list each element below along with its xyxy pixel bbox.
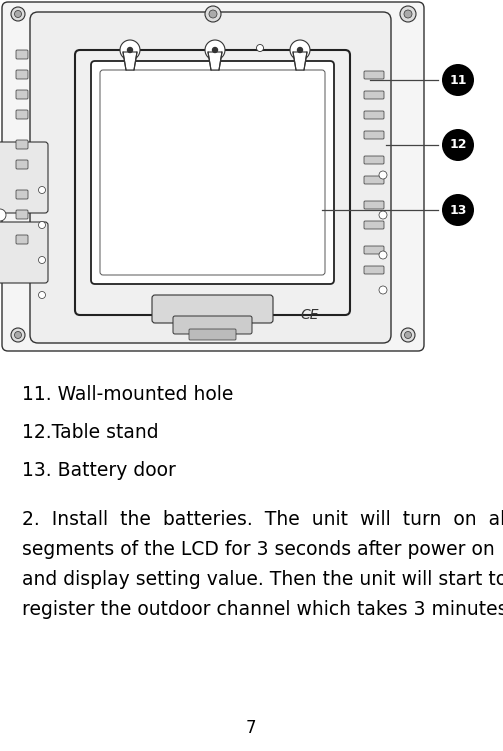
Circle shape — [205, 40, 225, 60]
FancyBboxPatch shape — [173, 316, 252, 334]
FancyBboxPatch shape — [16, 190, 28, 199]
FancyBboxPatch shape — [364, 131, 384, 139]
Circle shape — [442, 194, 474, 226]
Circle shape — [400, 6, 416, 22]
Circle shape — [127, 47, 132, 53]
Text: 2.  Install  the  batteries.  The  unit  will  turn  on  all: 2. Install the batteries. The unit will … — [22, 510, 503, 529]
FancyBboxPatch shape — [364, 71, 384, 79]
FancyBboxPatch shape — [364, 91, 384, 99]
Circle shape — [39, 257, 45, 264]
Circle shape — [404, 331, 411, 339]
FancyBboxPatch shape — [75, 50, 350, 315]
Circle shape — [379, 171, 387, 179]
FancyBboxPatch shape — [30, 12, 391, 343]
FancyBboxPatch shape — [100, 70, 325, 275]
Text: CE: CE — [301, 308, 319, 322]
Text: 13. Battery door: 13. Battery door — [22, 461, 176, 480]
Text: 12: 12 — [449, 138, 467, 152]
FancyBboxPatch shape — [16, 160, 28, 169]
FancyBboxPatch shape — [189, 329, 236, 340]
FancyBboxPatch shape — [364, 156, 384, 164]
Text: 7: 7 — [246, 719, 256, 737]
FancyBboxPatch shape — [91, 61, 334, 284]
Circle shape — [379, 286, 387, 294]
Circle shape — [290, 40, 310, 60]
FancyBboxPatch shape — [16, 140, 28, 149]
Text: register the outdoor channel which takes 3 minutes.: register the outdoor channel which takes… — [22, 600, 503, 619]
FancyBboxPatch shape — [364, 266, 384, 274]
FancyBboxPatch shape — [16, 235, 28, 244]
FancyBboxPatch shape — [364, 246, 384, 254]
Text: 12.Table stand: 12.Table stand — [22, 423, 158, 442]
Circle shape — [209, 10, 217, 18]
Circle shape — [0, 209, 6, 221]
Text: 11: 11 — [449, 74, 467, 86]
FancyBboxPatch shape — [0, 222, 48, 283]
Circle shape — [39, 222, 45, 228]
Polygon shape — [293, 52, 307, 70]
Circle shape — [442, 64, 474, 96]
FancyBboxPatch shape — [16, 70, 28, 79]
FancyBboxPatch shape — [364, 201, 384, 209]
Circle shape — [297, 47, 302, 53]
Text: and display setting value. Then the unit will start to: and display setting value. Then the unit… — [22, 570, 503, 589]
Circle shape — [212, 47, 217, 53]
FancyBboxPatch shape — [16, 50, 28, 59]
FancyBboxPatch shape — [364, 221, 384, 229]
Polygon shape — [208, 52, 222, 70]
Circle shape — [15, 331, 22, 339]
Circle shape — [442, 129, 474, 161]
Circle shape — [39, 291, 45, 298]
Circle shape — [379, 251, 387, 259]
FancyBboxPatch shape — [152, 295, 273, 323]
Circle shape — [39, 186, 45, 194]
Circle shape — [11, 328, 25, 342]
Circle shape — [257, 44, 264, 52]
FancyBboxPatch shape — [2, 2, 424, 351]
Polygon shape — [123, 52, 137, 70]
Circle shape — [404, 10, 412, 18]
Text: 13: 13 — [449, 204, 467, 216]
Circle shape — [15, 11, 22, 17]
Circle shape — [120, 40, 140, 60]
FancyBboxPatch shape — [16, 110, 28, 119]
FancyBboxPatch shape — [364, 176, 384, 184]
FancyBboxPatch shape — [16, 210, 28, 219]
Circle shape — [379, 211, 387, 219]
FancyBboxPatch shape — [16, 90, 28, 99]
FancyBboxPatch shape — [0, 142, 48, 213]
Text: segments of the LCD for 3 seconds after power on: segments of the LCD for 3 seconds after … — [22, 540, 495, 559]
Circle shape — [205, 6, 221, 22]
FancyBboxPatch shape — [364, 111, 384, 119]
Text: 11. Wall-mounted hole: 11. Wall-mounted hole — [22, 385, 233, 404]
Circle shape — [401, 328, 415, 342]
Circle shape — [11, 7, 25, 21]
